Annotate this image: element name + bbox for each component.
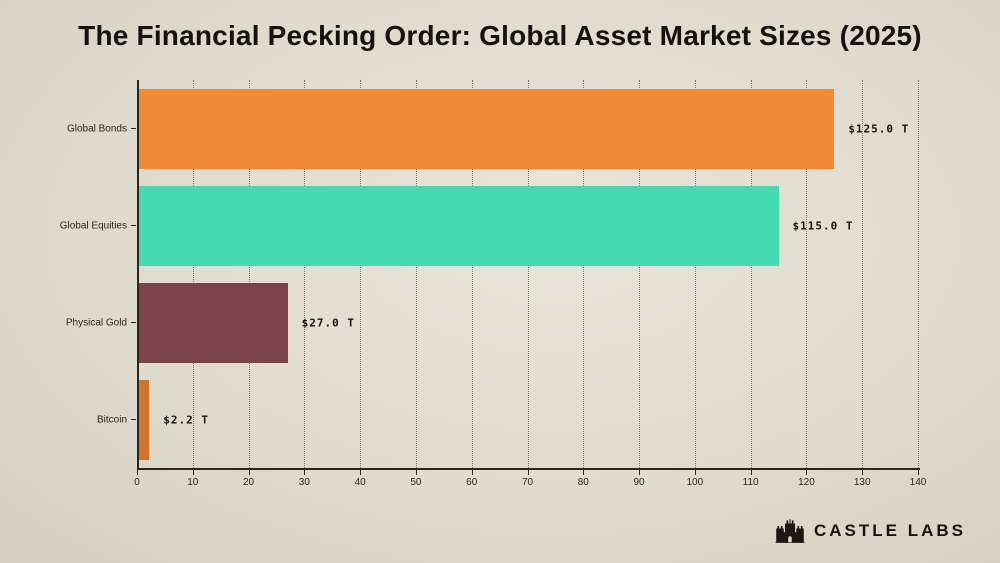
y-axis-spine xyxy=(137,80,139,469)
category-label: Bitcoin xyxy=(96,414,127,425)
x-tick-label: 100 xyxy=(686,477,704,488)
brand-footer: CASTLE LABS xyxy=(775,516,966,546)
x-axis-spine xyxy=(137,468,920,470)
y-tick xyxy=(131,321,136,323)
x-tick-label: 0 xyxy=(134,477,140,488)
x-tick-70 xyxy=(527,470,529,475)
x-tick-label: 30 xyxy=(298,477,310,488)
value-label: $115.0 T xyxy=(792,219,854,232)
value-label: $2.2 T xyxy=(163,413,210,426)
y-tick xyxy=(131,224,136,226)
x-tick-130 xyxy=(862,470,864,475)
gridline-100 xyxy=(694,80,696,468)
x-tick-120 xyxy=(806,470,808,475)
gridline-50 xyxy=(415,80,417,468)
x-tick-20 xyxy=(248,470,250,475)
x-tick-label: 130 xyxy=(853,477,871,488)
bar-global-bonds xyxy=(137,88,835,169)
gridline-140 xyxy=(918,80,919,468)
bar-global-equities xyxy=(137,185,779,266)
gridline-60 xyxy=(471,80,473,468)
x-tick-label: 140 xyxy=(909,477,927,488)
gridline-80 xyxy=(583,80,585,468)
x-tick-label: 70 xyxy=(521,477,534,488)
x-tick-label: 110 xyxy=(742,477,759,488)
gridline-10 xyxy=(192,80,194,468)
x-tick-0 xyxy=(137,470,138,475)
bar-bitcoin xyxy=(137,379,150,460)
y-tick xyxy=(131,418,136,420)
x-tick-label: 40 xyxy=(354,477,366,488)
x-tick-30 xyxy=(304,470,306,475)
x-tick-90 xyxy=(639,470,641,475)
category-label: Physical Gold xyxy=(65,317,127,328)
gridline-70 xyxy=(527,80,529,468)
x-tick-label: 90 xyxy=(633,477,645,488)
x-tick-110 xyxy=(750,470,752,475)
castle-icon xyxy=(775,519,805,543)
x-tick-140 xyxy=(918,470,919,475)
gridline-40 xyxy=(360,80,362,468)
bar-physical-gold xyxy=(137,282,288,363)
x-tick-label: 120 xyxy=(798,477,815,488)
value-label: $27.0 T xyxy=(301,316,355,329)
x-tick-label: 60 xyxy=(466,477,478,488)
x-tick-40 xyxy=(360,470,362,475)
gridline-20 xyxy=(248,80,250,468)
gridline-90 xyxy=(639,80,641,468)
gridline-30 xyxy=(304,80,306,468)
category-label: Global Bonds xyxy=(66,123,127,134)
x-tick-80 xyxy=(583,470,585,475)
x-tick-label: 20 xyxy=(243,477,255,488)
y-tick xyxy=(131,127,136,129)
x-tick-60 xyxy=(471,470,473,475)
chart-title: The Financial Pecking Order: Global Asse… xyxy=(78,20,922,51)
x-tick-50 xyxy=(415,470,417,475)
x-tick-label: 80 xyxy=(577,477,589,488)
x-tick-100 xyxy=(694,470,696,475)
gridline-130 xyxy=(862,80,864,468)
gridline-120 xyxy=(806,80,808,468)
x-tick-label: 50 xyxy=(410,477,422,488)
x-tick-label: 10 xyxy=(187,477,199,488)
brand-name: CASTLE LABS xyxy=(814,521,966,540)
category-label: Global Equities xyxy=(59,220,127,231)
gridline-110 xyxy=(750,80,752,468)
x-tick-10 xyxy=(192,470,194,475)
value-label: $125.0 T xyxy=(848,122,910,135)
